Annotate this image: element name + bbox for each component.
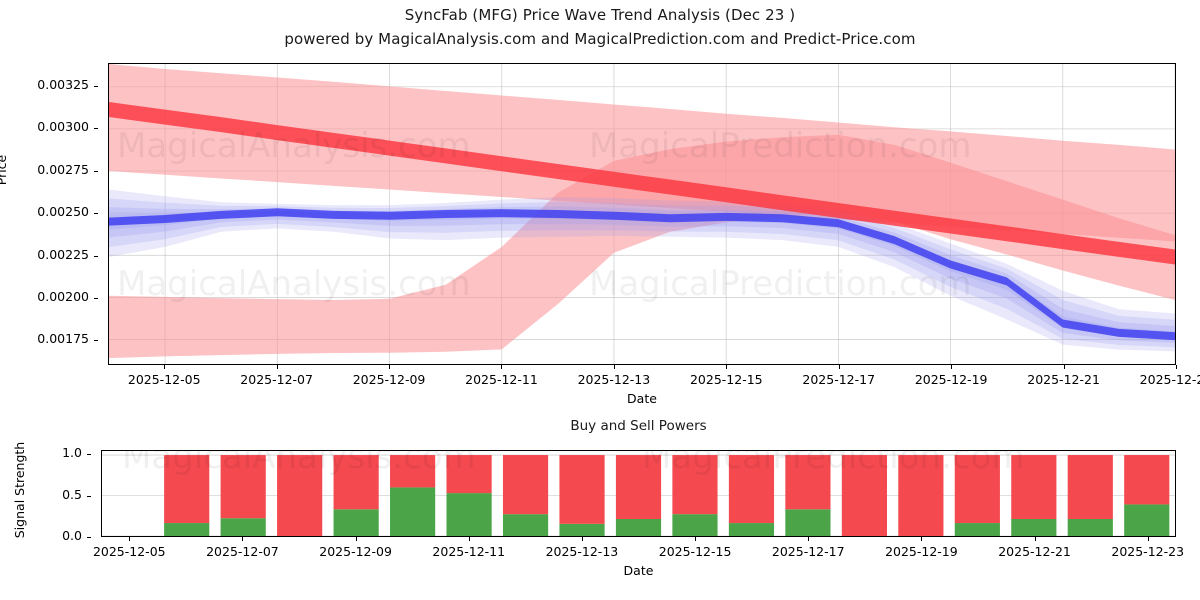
date-x-axis-ticks-top: 2025-12-05 2025-12-07 2025-12-09 2025-12-11… [108,365,1200,395]
date-x-tick-label: 2025-12-23 [1139,372,1200,387]
price-y-tick-label: 0.00225 [37,246,89,262]
date-x-tick-label: 2025-12-09 [319,544,392,559]
date-x-tick-label: 2025-12-09 [352,372,426,387]
signal-y-axis-ticks: 0.0 0.5 1.0 [0,445,94,543]
date-x-axis-ticks-bottom: 2025-12-05 2025-12-07 2025-12-09 2025-12-11… [93,537,1184,565]
price-y-tick-mark [94,213,98,215]
price-y-tick-mark [94,340,98,342]
price-y-tick-label: 0.00250 [37,204,89,220]
date-x-tick-mark [726,365,728,369]
date-x-tick-mark [613,365,615,369]
date-x-tick-mark [581,537,583,541]
price-y-tick-label: 0.00325 [37,76,89,92]
date-x-tick-label: 2025-12-15 [689,372,763,387]
date-x-tick-label: 2025-12-15 [658,544,732,559]
price-y-tick-label: 0.00275 [37,161,89,177]
signal-y-tick-label: 1.0 [62,445,82,461]
page-title: SyncFab (MFG) Price Wave Trend Analysis … [404,6,796,24]
date-x-tick-mark [468,537,470,541]
price-y-tick-mark [94,255,98,257]
signal-y-tick-label: 0.0 [62,528,82,543]
price-y-tick-label: 0.00175 [37,331,89,347]
signal-y-tick-mark [87,495,91,497]
date-x-tick-mark [164,365,166,369]
signal-y-tick-mark [87,454,91,456]
date-x-tick-label: 2025-12-07 [240,372,313,387]
price-y-tick-mark [94,85,98,87]
date-x-tick-mark [129,537,131,541]
date-x-tick-mark [921,537,923,541]
date-x-tick-mark [1034,537,1036,541]
date-x-tick-mark [1063,365,1065,369]
date-x-tick-label: 2025-12-05 [92,544,166,559]
buy-sell-title: Buy and Sell Powers [570,418,707,434]
date-x-tick-mark [501,365,503,369]
date-x-tick-mark [355,537,357,541]
date-x-tick-label: 2025-12-11 [465,372,538,387]
page-subtitle: powered by MagicalAnalysis.com and Magic… [284,30,916,48]
date-x-tick-label: 2025-12-13 [545,544,619,559]
date-x-tick-label: 2025-12-17 [802,372,876,387]
date-x-tick-label: 2025-12-11 [432,544,506,559]
date-x-tick-label: 2025-12-17 [771,544,845,559]
date-x-tick-label: 2025-12-05 [127,372,201,387]
date-x-tick-mark [838,365,840,369]
price-y-tick-mark [94,128,98,130]
buy-sell-powers-plot: MagicalAnalysis.com MagicalPrediction.co… [101,450,1176,537]
date-x-tick-mark [1147,537,1149,541]
date-x-tick-mark [695,537,697,541]
date-x-tick-label: 2025-12-21 [1027,372,1100,387]
date-axis-label-bottom: Date [623,563,654,578]
date-axis-label-top: Date [627,391,657,406]
date-x-tick-label: 2025-12-23 [1111,544,1185,559]
signal-y-tick-mark [87,537,91,538]
price-y-tick-mark [94,170,98,172]
date-x-tick-mark [951,365,953,369]
date-x-tick-mark [389,365,391,369]
date-x-tick-label: 2025-12-07 [206,544,279,559]
price-y-tick-label: 0.00200 [37,288,89,304]
buy-sell-svg [102,454,1175,536]
price-y-tick-label: 0.00300 [37,119,89,135]
date-x-tick-mark [276,365,278,369]
signal-y-tick-label: 0.5 [62,486,82,502]
date-x-tick-label: 2025-12-13 [577,372,651,387]
price-y-tick-mark [94,297,98,299]
date-x-tick-mark [242,537,244,541]
date-x-tick-label: 2025-12-21 [998,544,1071,559]
price-wave-trend-plot: MagicalAnalysis.com MagicalPrediction.co… [108,63,1176,365]
date-x-tick-label: 2025-12-19 [885,544,958,559]
date-x-tick-mark [808,537,810,541]
price-wave-svg [109,64,1175,364]
price-y-axis-ticks: 0.00175 0.00200 0.00225 0.00250 0.00275 0.003… [0,63,101,365]
date-x-tick-mark [1176,365,1177,369]
date-x-tick-label: 2025-12-19 [914,372,988,387]
